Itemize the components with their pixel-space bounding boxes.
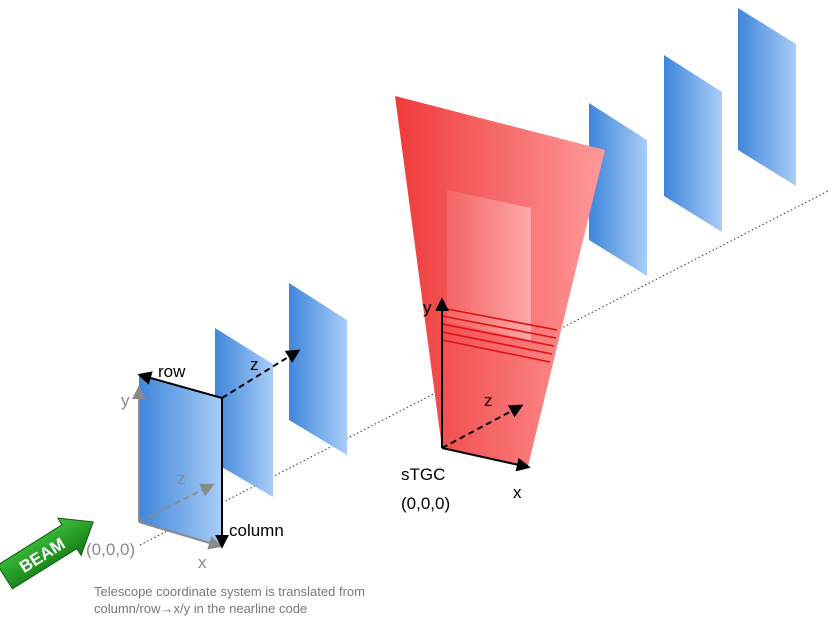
telescope-plane-5 <box>664 55 722 232</box>
telescope-y-label: y <box>121 391 130 410</box>
stgc-x-axis <box>441 447 531 472</box>
column-label: column <box>229 521 284 540</box>
telescope-z-axis-back <box>221 349 301 399</box>
stgc-z-label: z <box>484 391 493 410</box>
telescope-z-label-front: z <box>177 469 186 488</box>
stgc-inner-region <box>447 190 531 340</box>
row-label: row <box>158 362 186 381</box>
telescope-plane-3 <box>289 283 347 455</box>
caption-line-1: Telescope coordinate system is translate… <box>94 584 365 599</box>
telescope-x-axis <box>138 521 223 550</box>
row-axis <box>137 371 223 399</box>
stgc-strips <box>441 307 558 363</box>
telescope-plane-4 <box>589 103 647 276</box>
telescope-plane-1 <box>139 375 222 546</box>
stgc-y-label: y <box>423 298 432 317</box>
telescope-plane-2 <box>215 328 273 497</box>
telescope-z-axis-front <box>138 483 215 523</box>
telescope-x-label: x <box>198 553 207 572</box>
stgc-z-axis <box>441 404 524 449</box>
telescope-origin-label: (0,0,0) <box>86 540 135 559</box>
caption-line-2: column/row→x/y in the nearline code <box>94 601 307 616</box>
telescope-plane-6 <box>738 8 796 186</box>
stgc-x-label: x <box>513 483 522 502</box>
stgc-origin-label: (0,0,0) <box>401 494 450 513</box>
telescope-z-label-back: z <box>250 355 259 374</box>
stgc-name-label: sTGC <box>401 465 445 484</box>
